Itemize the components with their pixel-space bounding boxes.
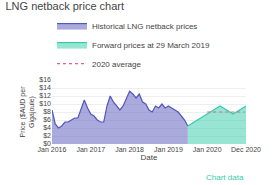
svg-text:$12: $12	[39, 92, 51, 99]
svg-text:$14: $14	[39, 84, 51, 91]
svg-text:Chart data: Chart data	[206, 173, 244, 182]
svg-text:LNG netback price chart: LNG netback price chart	[5, 0, 124, 12]
svg-text:$8: $8	[43, 108, 51, 115]
svg-text:Date: Date	[141, 153, 158, 162]
svg-text:Price ($AUD perGigajoule): Price ($AUD perGigajoule)	[19, 86, 36, 138]
svg-text:Jan 2016: Jan 2016	[38, 146, 67, 153]
svg-text:Jan 2019: Jan 2019	[154, 146, 183, 153]
svg-text:Jan 2018: Jan 2018	[115, 146, 144, 153]
svg-text:2020 average: 2020 average	[92, 60, 141, 69]
svg-text:$4: $4	[43, 124, 51, 131]
svg-text:$2: $2	[43, 132, 51, 139]
svg-text:$10: $10	[39, 100, 51, 107]
svg-text:Jan 2017: Jan 2017	[76, 146, 105, 153]
svg-text:$0: $0	[43, 140, 51, 147]
svg-text:$6: $6	[43, 116, 51, 123]
svg-text:Historical LNG netback prices: Historical LNG netback prices	[92, 22, 197, 31]
svg-text:Forward prices at 29 March 201: Forward prices at 29 March 2019	[92, 41, 210, 50]
svg-text:$16: $16	[39, 76, 51, 83]
svg-text:Jan 2020: Jan 2020	[193, 146, 222, 153]
svg-text:Dec 2020: Dec 2020	[231, 146, 261, 153]
